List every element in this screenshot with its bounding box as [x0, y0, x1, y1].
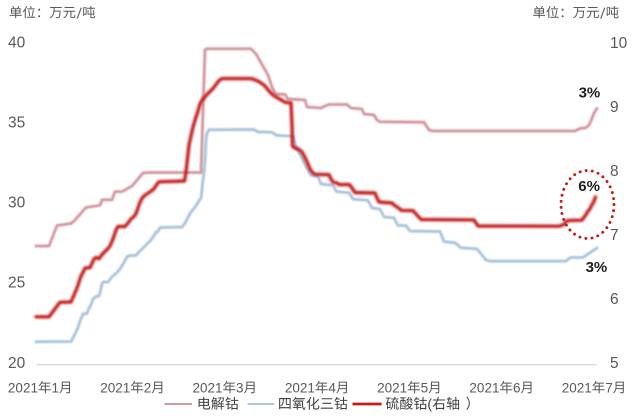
svg-text:5: 5: [610, 355, 619, 372]
svg-text:2: 2: [144, 380, 152, 395]
svg-text:2021: 2021: [377, 380, 407, 395]
svg-text:7: 7: [605, 380, 613, 395]
svg-text:10: 10: [610, 35, 628, 52]
svg-text:2021: 2021: [285, 380, 315, 395]
svg-text:2021: 2021: [562, 380, 592, 395]
svg-text:3%: 3%: [579, 85, 601, 102]
svg-text:6%: 6%: [578, 178, 600, 195]
svg-text:3: 3: [236, 380, 244, 395]
svg-text:1: 1: [51, 380, 59, 395]
svg-text:20: 20: [8, 355, 26, 372]
svg-text:2021: 2021: [8, 380, 38, 395]
svg-text:40: 40: [8, 35, 26, 52]
svg-text:2021: 2021: [193, 380, 223, 395]
svg-text:(: (: [427, 396, 432, 412]
svg-text:4: 4: [328, 380, 336, 395]
svg-text:8: 8: [610, 163, 619, 180]
svg-text:6: 6: [513, 380, 521, 395]
svg-text:30: 30: [8, 195, 26, 212]
svg-text:35: 35: [8, 115, 25, 132]
svg-text:2021: 2021: [100, 380, 130, 395]
svg-text:2021: 2021: [469, 380, 499, 395]
svg-text:9: 9: [610, 99, 619, 116]
svg-text:5: 5: [421, 380, 429, 395]
svg-text:7: 7: [610, 227, 619, 244]
svg-text:3%: 3%: [586, 259, 608, 276]
svg-text:6: 6: [610, 291, 619, 308]
svg-text:25: 25: [8, 275, 25, 292]
